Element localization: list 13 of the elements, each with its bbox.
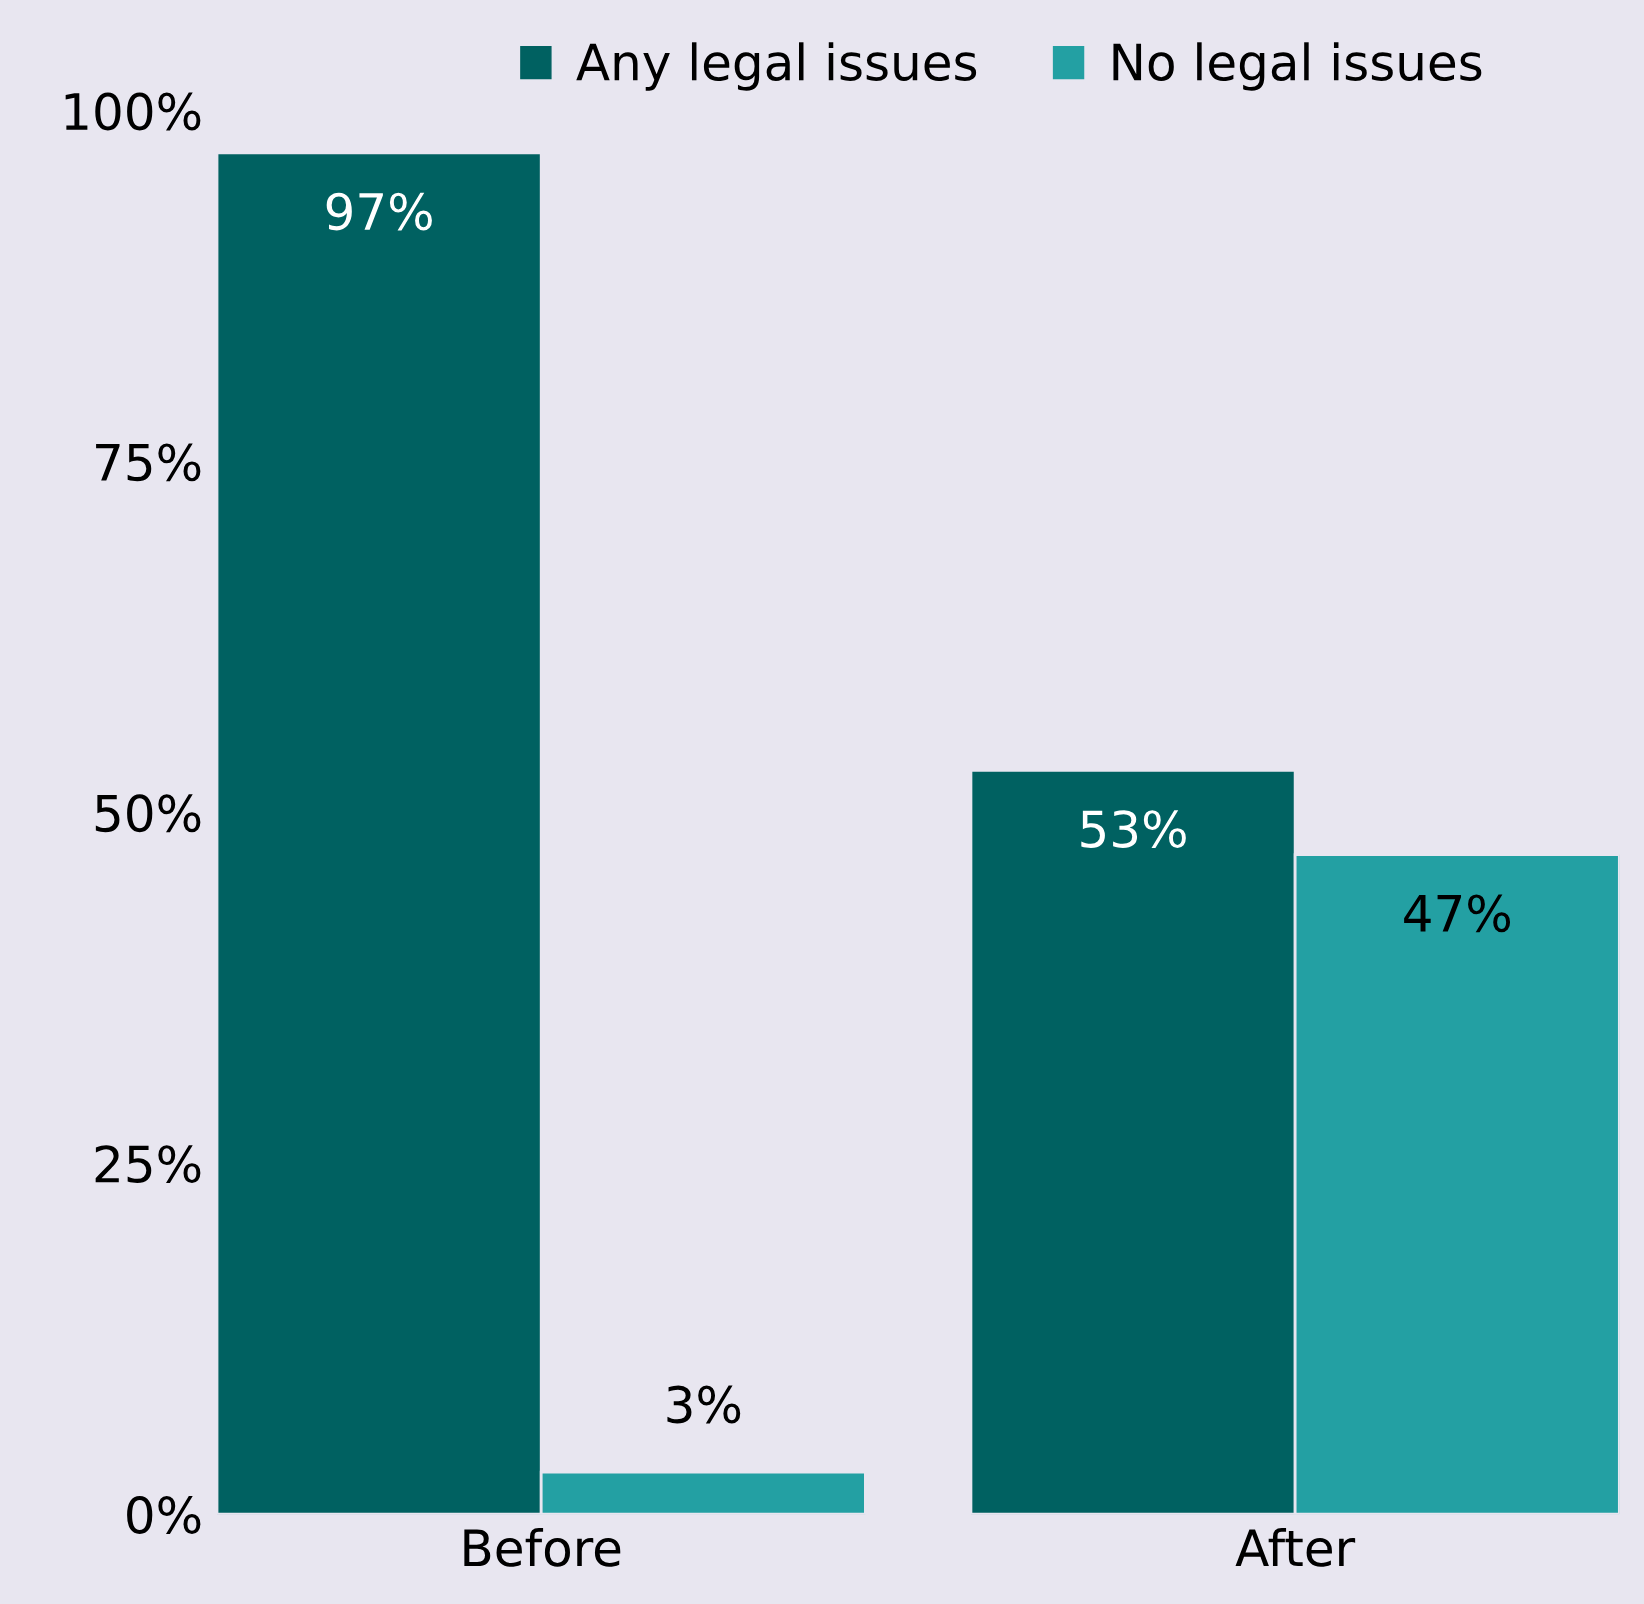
- text: 97%: [326, 192, 432, 231]
- y-tick-label: 100%: [65, 92, 201, 131]
- y-tick-label: 50%: [95, 794, 201, 833]
- text: 53%: [1081, 810, 1186, 848]
- legend-label: Any legal issues: [576, 42, 977, 91]
- x-tick-label: Before: [464, 1528, 621, 1567]
- text: 3%: [667, 1385, 741, 1424]
- x-tick-label: After: [1235, 1528, 1356, 1567]
- y-tick-label: 25%: [95, 1145, 201, 1184]
- y-tick-label: 75%: [96, 443, 201, 482]
- legend-label: No legal issues: [1113, 42, 1482, 91]
- text: 47%: [1404, 894, 1511, 933]
- y-tick-label: 0%: [127, 1496, 201, 1534]
